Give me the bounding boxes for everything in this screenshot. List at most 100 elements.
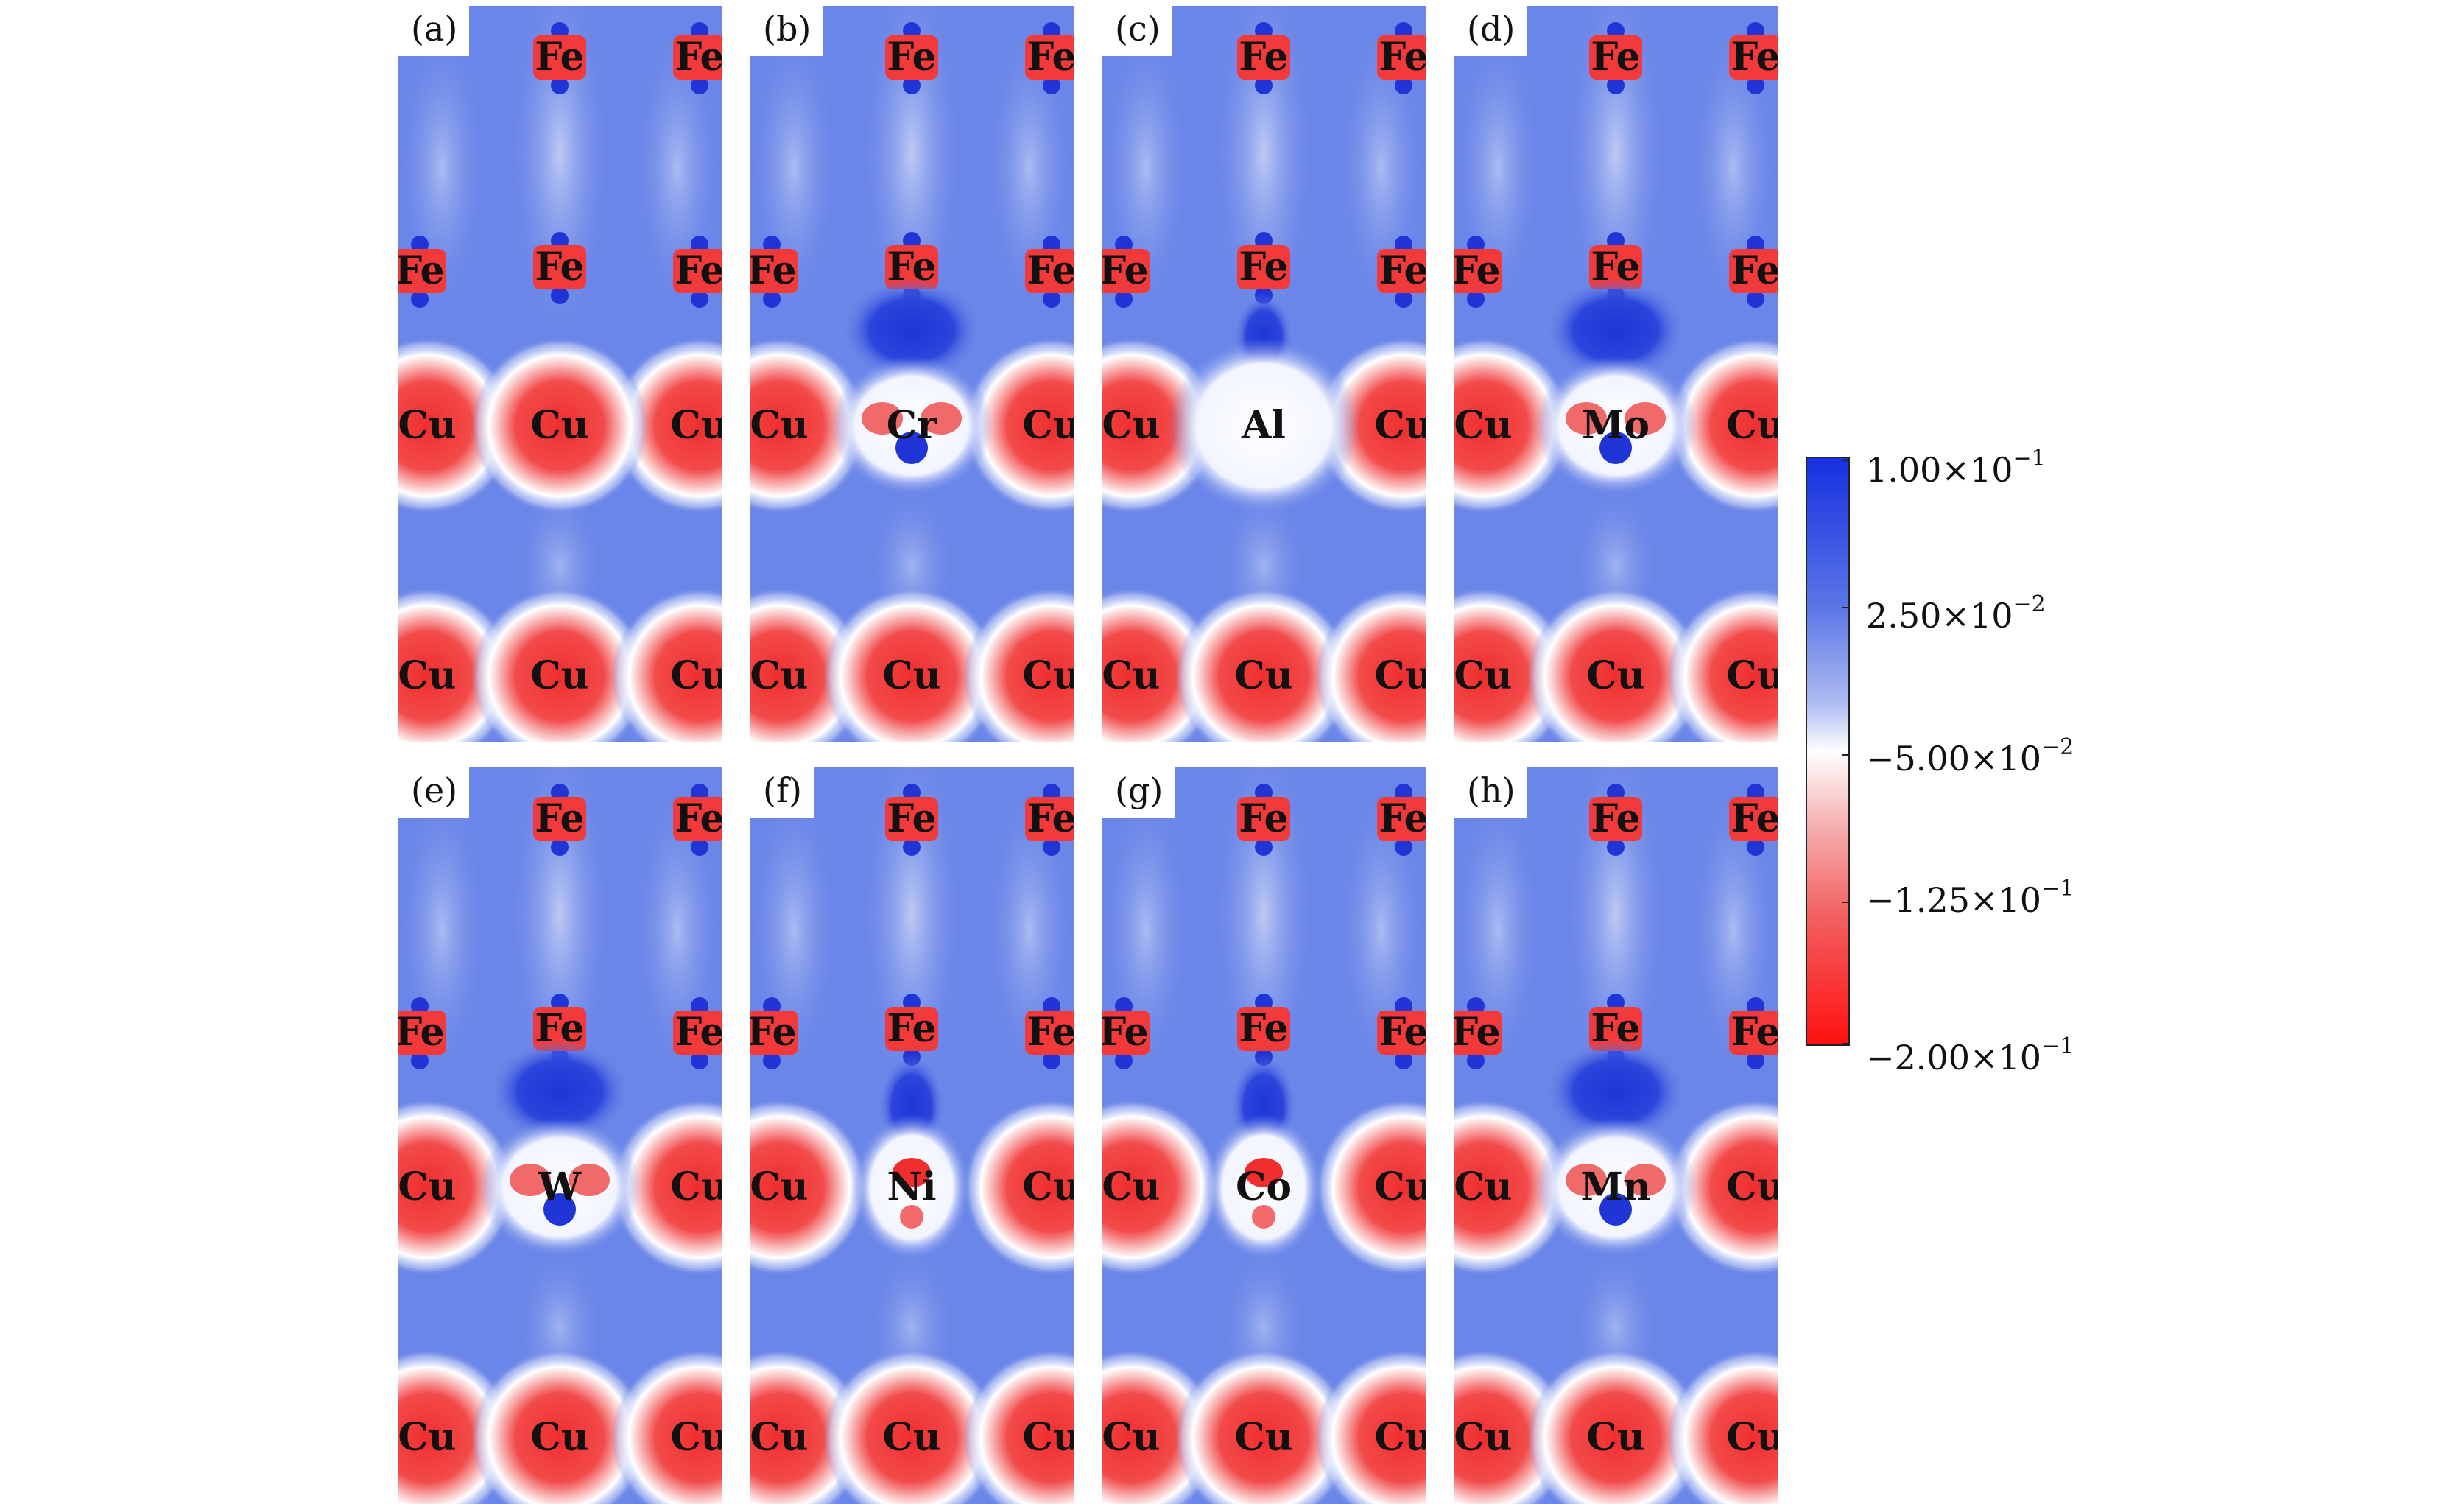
atom-label-top-right: Fe (675, 35, 722, 80)
panel-label: (e) (398, 767, 470, 818)
atom-label-mid-right: Fe (675, 248, 722, 293)
atom-label-cu-center: Ni (887, 1164, 937, 1209)
atom-label-mid-center: Fe (1591, 1006, 1641, 1051)
atom-label-mid-center: Fe (1591, 245, 1641, 289)
density-map (1454, 6, 1778, 742)
atom-label-cu-right: Cu (670, 403, 722, 448)
atom-label-top-center: Fe (535, 35, 585, 80)
atom-label-cu-center: W (538, 1164, 582, 1209)
atom-label-bot-left: Cu (1102, 1415, 1161, 1460)
atom-label-cu-left: Cu (398, 1164, 457, 1209)
colorbar-tick-3: −5.00×10−2 (1866, 734, 2074, 779)
atom-label-top-center: Fe (887, 796, 937, 841)
panel-label: (g) (1102, 767, 1175, 818)
atom-label-bot-left: Cu (750, 1415, 809, 1460)
atom-label-cu-left: Cu (1454, 1164, 1513, 1209)
colorbar-tick-2: 2.50×10−2 (1866, 591, 2046, 636)
atom-label-mid-left: Fe (1454, 248, 1501, 293)
atom-label-cu-center: Cr (886, 403, 937, 448)
atom-label-top-center: Fe (1239, 796, 1289, 841)
atom-label-mid-right: Fe (1731, 248, 1778, 293)
atom-label-mid-center: Fe (535, 245, 585, 289)
atom-label-top-right: Fe (1027, 796, 1074, 841)
atom-label-mid-left: Fe (750, 1010, 797, 1055)
atom-label-mid-right: Fe (1731, 1010, 1778, 1055)
atom-label-mid-left: Fe (398, 248, 445, 293)
atom-label-top-right: Fe (1027, 35, 1074, 80)
colorbar-gradient (1806, 457, 1850, 1046)
atom-label-bot-center: Cu (1586, 1415, 1645, 1460)
panel-h: (h) Fe Fe Fe Fe Fe Cu Mn Cu Cu Cu Cu (1454, 767, 1778, 1504)
panel-d: (d) Fe Fe Fe Fe Fe Cu Mo Cu Cu Cu Cu (1454, 6, 1778, 742)
atom-label-top-right: Fe (675, 796, 722, 841)
atom-label-bot-right: Cu (670, 1415, 722, 1460)
atom-label-bot-right: Cu (1726, 1415, 1778, 1460)
atom-label-bot-center: Cu (1234, 1415, 1293, 1460)
atom-label-top-right: Fe (1379, 796, 1426, 841)
atom-label-cu-center: Mn (1580, 1164, 1651, 1209)
panel-b: (b) Fe Fe Fe Fe Fe Cu Cr Cu Cu Cu Cu (750, 6, 1074, 742)
atom-label-cu-left: Cu (1102, 1164, 1161, 1209)
atom-label-cu-left: Cu (1102, 403, 1161, 448)
colorbar-tick-1: 1.00×10−1 (1866, 446, 2046, 490)
atom-label-top-right: Fe (1379, 35, 1426, 80)
atom-label-cu-center: Co (1235, 1164, 1292, 1209)
density-map (398, 767, 722, 1504)
density-map (1102, 767, 1426, 1504)
atom-label-bot-right: Cu (1022, 653, 1074, 698)
colorbar-tick-5: −2.00×10−1 (1866, 1033, 2074, 1078)
atom-label-cu-left: Cu (1454, 403, 1513, 448)
atom-label-bot-right: Cu (670, 653, 722, 698)
atom-label-top-center: Fe (1591, 796, 1641, 841)
density-map (1102, 6, 1426, 742)
atom-label-bot-center: Cu (1234, 653, 1293, 698)
atom-label-mid-left: Fe (750, 248, 797, 293)
atom-label-mid-right: Fe (1379, 248, 1426, 293)
density-map (1454, 767, 1778, 1504)
atom-label-bot-center: Cu (530, 1415, 589, 1460)
density-map (750, 767, 1074, 1504)
atom-label-top-center: Fe (535, 796, 585, 841)
panel-label: (c) (1102, 6, 1172, 56)
atom-label-cu-right: Cu (1726, 403, 1778, 448)
atom-label-bot-right: Cu (1374, 1415, 1426, 1460)
panel-label: (a) (398, 6, 470, 56)
atom-label-bot-left: Cu (750, 653, 809, 698)
density-map (398, 6, 722, 742)
atom-label-mid-left: Fe (1454, 1010, 1501, 1055)
panel-f: (f) Fe Fe Fe Fe Fe Cu Ni Cu Cu Cu Cu (750, 767, 1074, 1504)
atom-label-mid-left: Fe (398, 1010, 445, 1055)
atom-label-mid-right: Fe (1379, 1010, 1426, 1055)
atom-label-top-right: Fe (1731, 35, 1778, 80)
atom-label-cu-right: Cu (1022, 1164, 1074, 1209)
atom-label-cu-center: Al (1241, 403, 1286, 448)
panel-label: (f) (750, 767, 814, 818)
atom-label-mid-right: Fe (675, 1010, 722, 1055)
panel-e: (e) Fe Fe Fe Fe Fe Cu W Cu Cu Cu Cu (398, 767, 722, 1504)
atom-label-cu-right: Cu (670, 1164, 722, 1209)
atom-label-cu-left: Cu (750, 1164, 809, 1209)
atom-label-cu-right: Cu (1374, 403, 1426, 448)
atom-label-bot-center: Cu (1586, 653, 1645, 698)
atom-label-bot-right: Cu (1022, 1415, 1074, 1460)
panel-label: (d) (1454, 6, 1527, 56)
colorbar-tick-4: −1.25×10−1 (1866, 876, 2074, 920)
atom-label-bot-right: Cu (1374, 653, 1426, 698)
atom-label-mid-left: Fe (1102, 1010, 1149, 1055)
atom-label-mid-center: Fe (1239, 1006, 1289, 1051)
colorbar (1806, 457, 1850, 1046)
atom-label-mid-center: Fe (1239, 245, 1289, 289)
panel-label: (h) (1454, 767, 1527, 818)
atom-label-mid-right: Fe (1027, 1010, 1074, 1055)
panel-g: (g) Fe Fe Fe Fe Fe Cu Co Cu Cu Cu Cu (1102, 767, 1426, 1504)
atom-label-cu-right: Cu (1022, 403, 1074, 448)
atom-label-top-center: Fe (887, 35, 937, 80)
atom-label-cu-right: Cu (1726, 1164, 1778, 1209)
atom-label-top-center: Fe (1591, 35, 1641, 80)
atom-label-bot-left: Cu (1454, 653, 1513, 698)
atom-label-top-center: Fe (1239, 35, 1289, 80)
atom-label-mid-right: Fe (1027, 248, 1074, 293)
atom-label-bot-left: Cu (1454, 1415, 1513, 1460)
atom-label-bot-left: Cu (398, 653, 457, 698)
atom-label-bot-center: Cu (882, 1415, 941, 1460)
